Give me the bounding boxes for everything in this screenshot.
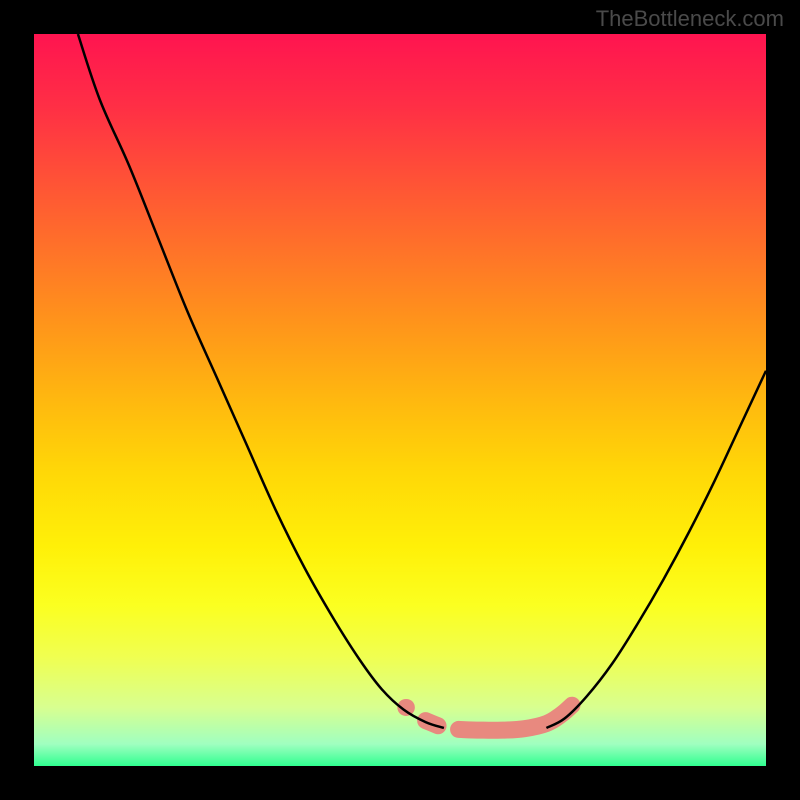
gradient-background <box>34 34 766 766</box>
plot-area <box>34 34 766 766</box>
watermark-text: TheBottleneck.com <box>596 6 784 32</box>
